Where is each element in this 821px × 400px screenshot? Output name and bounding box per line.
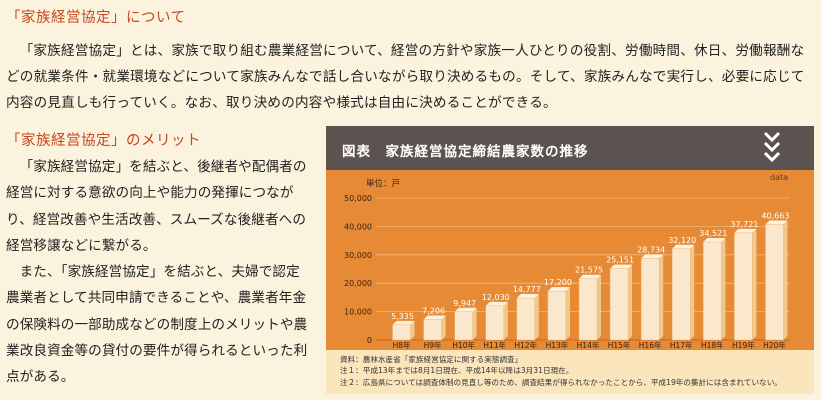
chart-unit-label: 単位：戸 bbox=[366, 178, 400, 189]
bar-side bbox=[534, 294, 539, 340]
bar bbox=[454, 311, 473, 341]
bar-top bbox=[579, 274, 601, 279]
bar-top bbox=[610, 264, 633, 269]
bar-value-label: 37,721 bbox=[730, 220, 758, 229]
bar bbox=[423, 319, 442, 341]
note-2: 注２：広島県については調査体制の見直し等のため、調査結果が得られなかったことから… bbox=[340, 377, 782, 387]
merits-paragraph-1: 「家族経営協定」を結ぶと、後継者や配偶者の経営に対する意欲の向上や能力の発揮につ… bbox=[6, 159, 307, 254]
y-tick-label: 40,000 bbox=[344, 222, 372, 231]
triple-chevron-down-icon bbox=[763, 131, 781, 163]
x-tick-label: H17年 bbox=[670, 340, 693, 350]
bar-top bbox=[641, 254, 664, 259]
y-tick-label: 50,000 bbox=[344, 194, 372, 203]
y-tick-label: 30,000 bbox=[344, 251, 372, 260]
x-tick-label: H12年 bbox=[515, 340, 538, 350]
x-tick-label: H15年 bbox=[608, 340, 631, 350]
bar-value-label: 40,663 bbox=[761, 212, 789, 221]
figure-title: 図表 家族経営協定締結農家数の推移 bbox=[342, 144, 589, 160]
x-tick-label: H9年 bbox=[424, 340, 442, 350]
bar bbox=[609, 268, 629, 341]
bar bbox=[734, 232, 753, 341]
merits-paragraph-2: また、「家族経営協定」を結ぶと、夫婦で認定農業者として共同申請できることや、農業… bbox=[6, 264, 308, 386]
x-tick-label: H8年 bbox=[393, 340, 411, 350]
section-heading-merits: 「家族経営協定」のメリット bbox=[6, 133, 201, 149]
bar bbox=[547, 290, 567, 341]
bar-value-label: 25,151 bbox=[606, 256, 634, 265]
y-tick-label: 10,000 bbox=[344, 308, 372, 317]
y-tick-label: 20,000 bbox=[344, 279, 372, 288]
bar-value-label: 9,947 bbox=[453, 299, 476, 308]
bar-value-label: 7,206 bbox=[422, 307, 445, 316]
bar-side bbox=[503, 301, 508, 340]
figure-header: 図表 家族経営協定締結農家数の推移 bbox=[326, 126, 814, 170]
bar-value-label: 12,030 bbox=[482, 293, 510, 302]
bar-top bbox=[547, 287, 570, 292]
section-heading-about: 「家族経営協定」について bbox=[6, 10, 186, 26]
x-tick-label: H16年 bbox=[639, 340, 662, 350]
figure-notes: 資料：農林水産省「家族経営協定に関する実態調査」 注１：平成13年までは8月1日… bbox=[340, 354, 810, 388]
x-tick-label: H13年 bbox=[546, 340, 569, 350]
x-tick-label: H11年 bbox=[483, 340, 506, 350]
bar bbox=[516, 297, 536, 341]
bar bbox=[671, 248, 691, 341]
bar-top bbox=[454, 307, 477, 312]
bar-value-label: 21,575 bbox=[575, 266, 603, 275]
bar-value-label: 17,200 bbox=[544, 278, 572, 287]
bar-top bbox=[516, 294, 539, 299]
bar-side bbox=[721, 237, 726, 340]
x-tick-label: H20年 bbox=[763, 340, 786, 350]
bar-top bbox=[765, 220, 788, 225]
bar-side bbox=[410, 320, 415, 340]
x-tick-label: H18年 bbox=[701, 340, 724, 350]
y-tick-label: 0 bbox=[367, 336, 372, 345]
x-tick-label: H19年 bbox=[732, 340, 755, 350]
bar bbox=[392, 324, 411, 341]
bar-top bbox=[672, 244, 695, 249]
bar-top bbox=[485, 301, 508, 306]
bar bbox=[485, 305, 505, 341]
bar bbox=[703, 241, 722, 341]
bar-value-label: 5,335 bbox=[391, 312, 414, 321]
bar-chart: data 単位：戸 0 10,000 20,000 30,000 40,000 50,00… bbox=[344, 173, 790, 350]
note-source: 資料：農林水産省「家族経営協定に関する実態調査」 bbox=[340, 355, 523, 364]
bar bbox=[578, 278, 598, 341]
bar-top bbox=[392, 320, 415, 325]
bar-side bbox=[565, 287, 570, 340]
bar-side bbox=[752, 228, 757, 340]
bar-side bbox=[472, 307, 477, 340]
data-tag: data bbox=[770, 173, 788, 182]
x-tick-label: H14年 bbox=[577, 340, 600, 350]
bar-top bbox=[703, 237, 726, 242]
bar-value-label: 14,777 bbox=[513, 285, 541, 294]
about-paragraph: 「家族経営協定」とは、家族で取り組む農業経営について、経営の方針や家族一人ひとり… bbox=[6, 43, 805, 111]
note-1: 注１：平成13年までは8月1日現在、平成14年以降は3月31日現在。 bbox=[340, 366, 574, 376]
x-tick-label: H10年 bbox=[452, 340, 475, 350]
bar-side bbox=[628, 264, 633, 340]
bar-side bbox=[659, 254, 664, 340]
merits-text: 「家族経営協定」を結ぶと、後継者や配偶者の経営に対する意欲の向上や能力の発揮につ… bbox=[6, 154, 312, 391]
bar-side bbox=[441, 315, 446, 340]
bar bbox=[640, 258, 660, 341]
bar-side bbox=[597, 274, 601, 340]
bar-side bbox=[783, 220, 788, 340]
bar-top bbox=[423, 315, 446, 320]
bar bbox=[765, 224, 784, 341]
bar-value-label: 28,734 bbox=[637, 245, 665, 254]
bar-top bbox=[734, 228, 757, 233]
figure-panel: 図表 家族経営協定締結農家数の推移 data 単位：戸 0 10,000 20,00… bbox=[326, 126, 814, 394]
bar-side bbox=[690, 244, 695, 340]
bar-value-label: 32,120 bbox=[668, 236, 696, 245]
bar-value-label: 34,521 bbox=[699, 229, 727, 238]
chart-area: data 単位：戸 0 10,000 20,000 30,000 40,000 50,00… bbox=[326, 170, 814, 350]
